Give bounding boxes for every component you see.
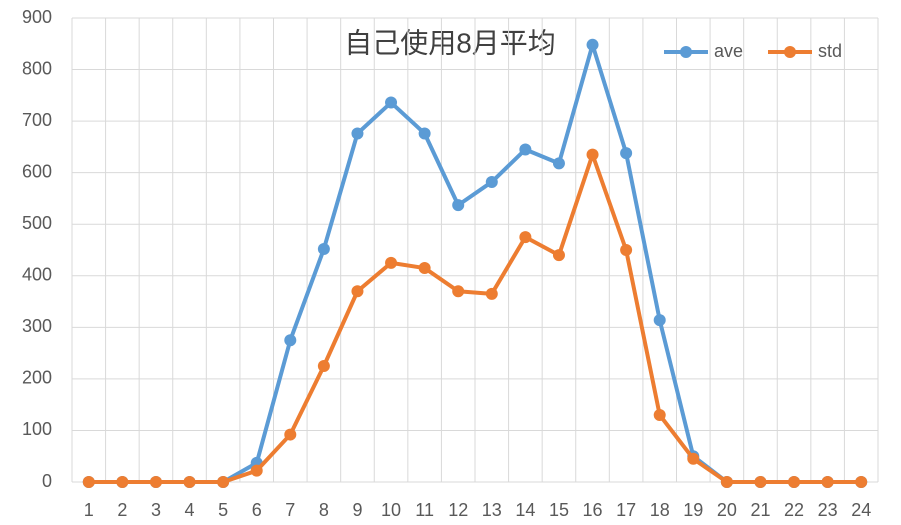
x-tick-label: 19 [683,500,703,520]
y-tick-label: 700 [22,110,52,130]
x-tick-label: 22 [784,500,804,520]
x-tick-label: 13 [482,500,502,520]
y-tick-label: 900 [22,7,52,27]
point [788,476,801,488]
point [485,175,498,188]
point [317,242,330,255]
point [620,147,633,160]
point [250,464,263,477]
x-tick-label: 2 [117,500,127,520]
point [586,148,599,161]
x-tick-label: 21 [750,500,770,520]
x-tick-label: 14 [515,500,535,520]
x-tick-label: 15 [549,500,569,520]
y-tick-label: 100 [22,419,52,439]
point [720,476,733,488]
y-tick-label: 600 [22,161,52,181]
x-tick-label: 18 [650,500,670,520]
x-tick-label: 7 [285,500,295,520]
legend-label: ave [714,41,743,61]
y-tick-label: 0 [42,471,52,491]
point [284,428,297,441]
x-tick-label: 1 [84,500,94,520]
point [418,127,431,140]
x-tick-label: 12 [448,500,468,520]
point [217,476,230,488]
x-tick-label: 5 [218,500,228,520]
y-tick-label: 800 [22,58,52,78]
point [855,476,868,488]
point [183,476,196,488]
x-tick-label: 3 [151,500,161,520]
point [149,476,162,488]
point [485,287,498,300]
point [519,143,532,156]
point [452,285,465,298]
point [552,157,565,170]
point [687,452,700,465]
legend-label: std [818,41,842,61]
x-tick-label: 10 [381,500,401,520]
x-tick-label: 23 [818,500,838,520]
point [653,314,666,327]
point [82,476,95,488]
point [552,249,565,262]
x-tick-label: 4 [185,500,195,520]
x-tick-label: 24 [851,500,871,520]
point [385,96,398,109]
x-tick-label: 16 [583,500,603,520]
x-tick-label: 8 [319,500,329,520]
point [452,199,465,212]
point [821,476,834,488]
x-tick-label: 9 [352,500,362,520]
x-tick-label: 17 [616,500,636,520]
y-tick-label: 400 [22,265,52,285]
y-tick-label: 300 [22,316,52,336]
point [418,262,431,275]
x-tick-label: 11 [415,500,434,520]
point [754,476,767,488]
point [284,334,297,347]
point [653,408,666,421]
point [519,231,532,244]
point [385,256,398,269]
chart-title: 自己使用8月平均 [344,27,556,58]
point [317,360,330,372]
point [586,38,599,51]
x-tick-label: 20 [717,500,737,520]
point [116,476,129,488]
legend-marker [784,46,796,58]
point [351,285,364,298]
legend-marker [680,46,692,58]
point [620,244,633,256]
y-tick-label: 500 [22,213,52,233]
x-tick-label: 6 [252,500,262,520]
y-tick-label: 200 [22,368,52,388]
point [351,127,364,140]
